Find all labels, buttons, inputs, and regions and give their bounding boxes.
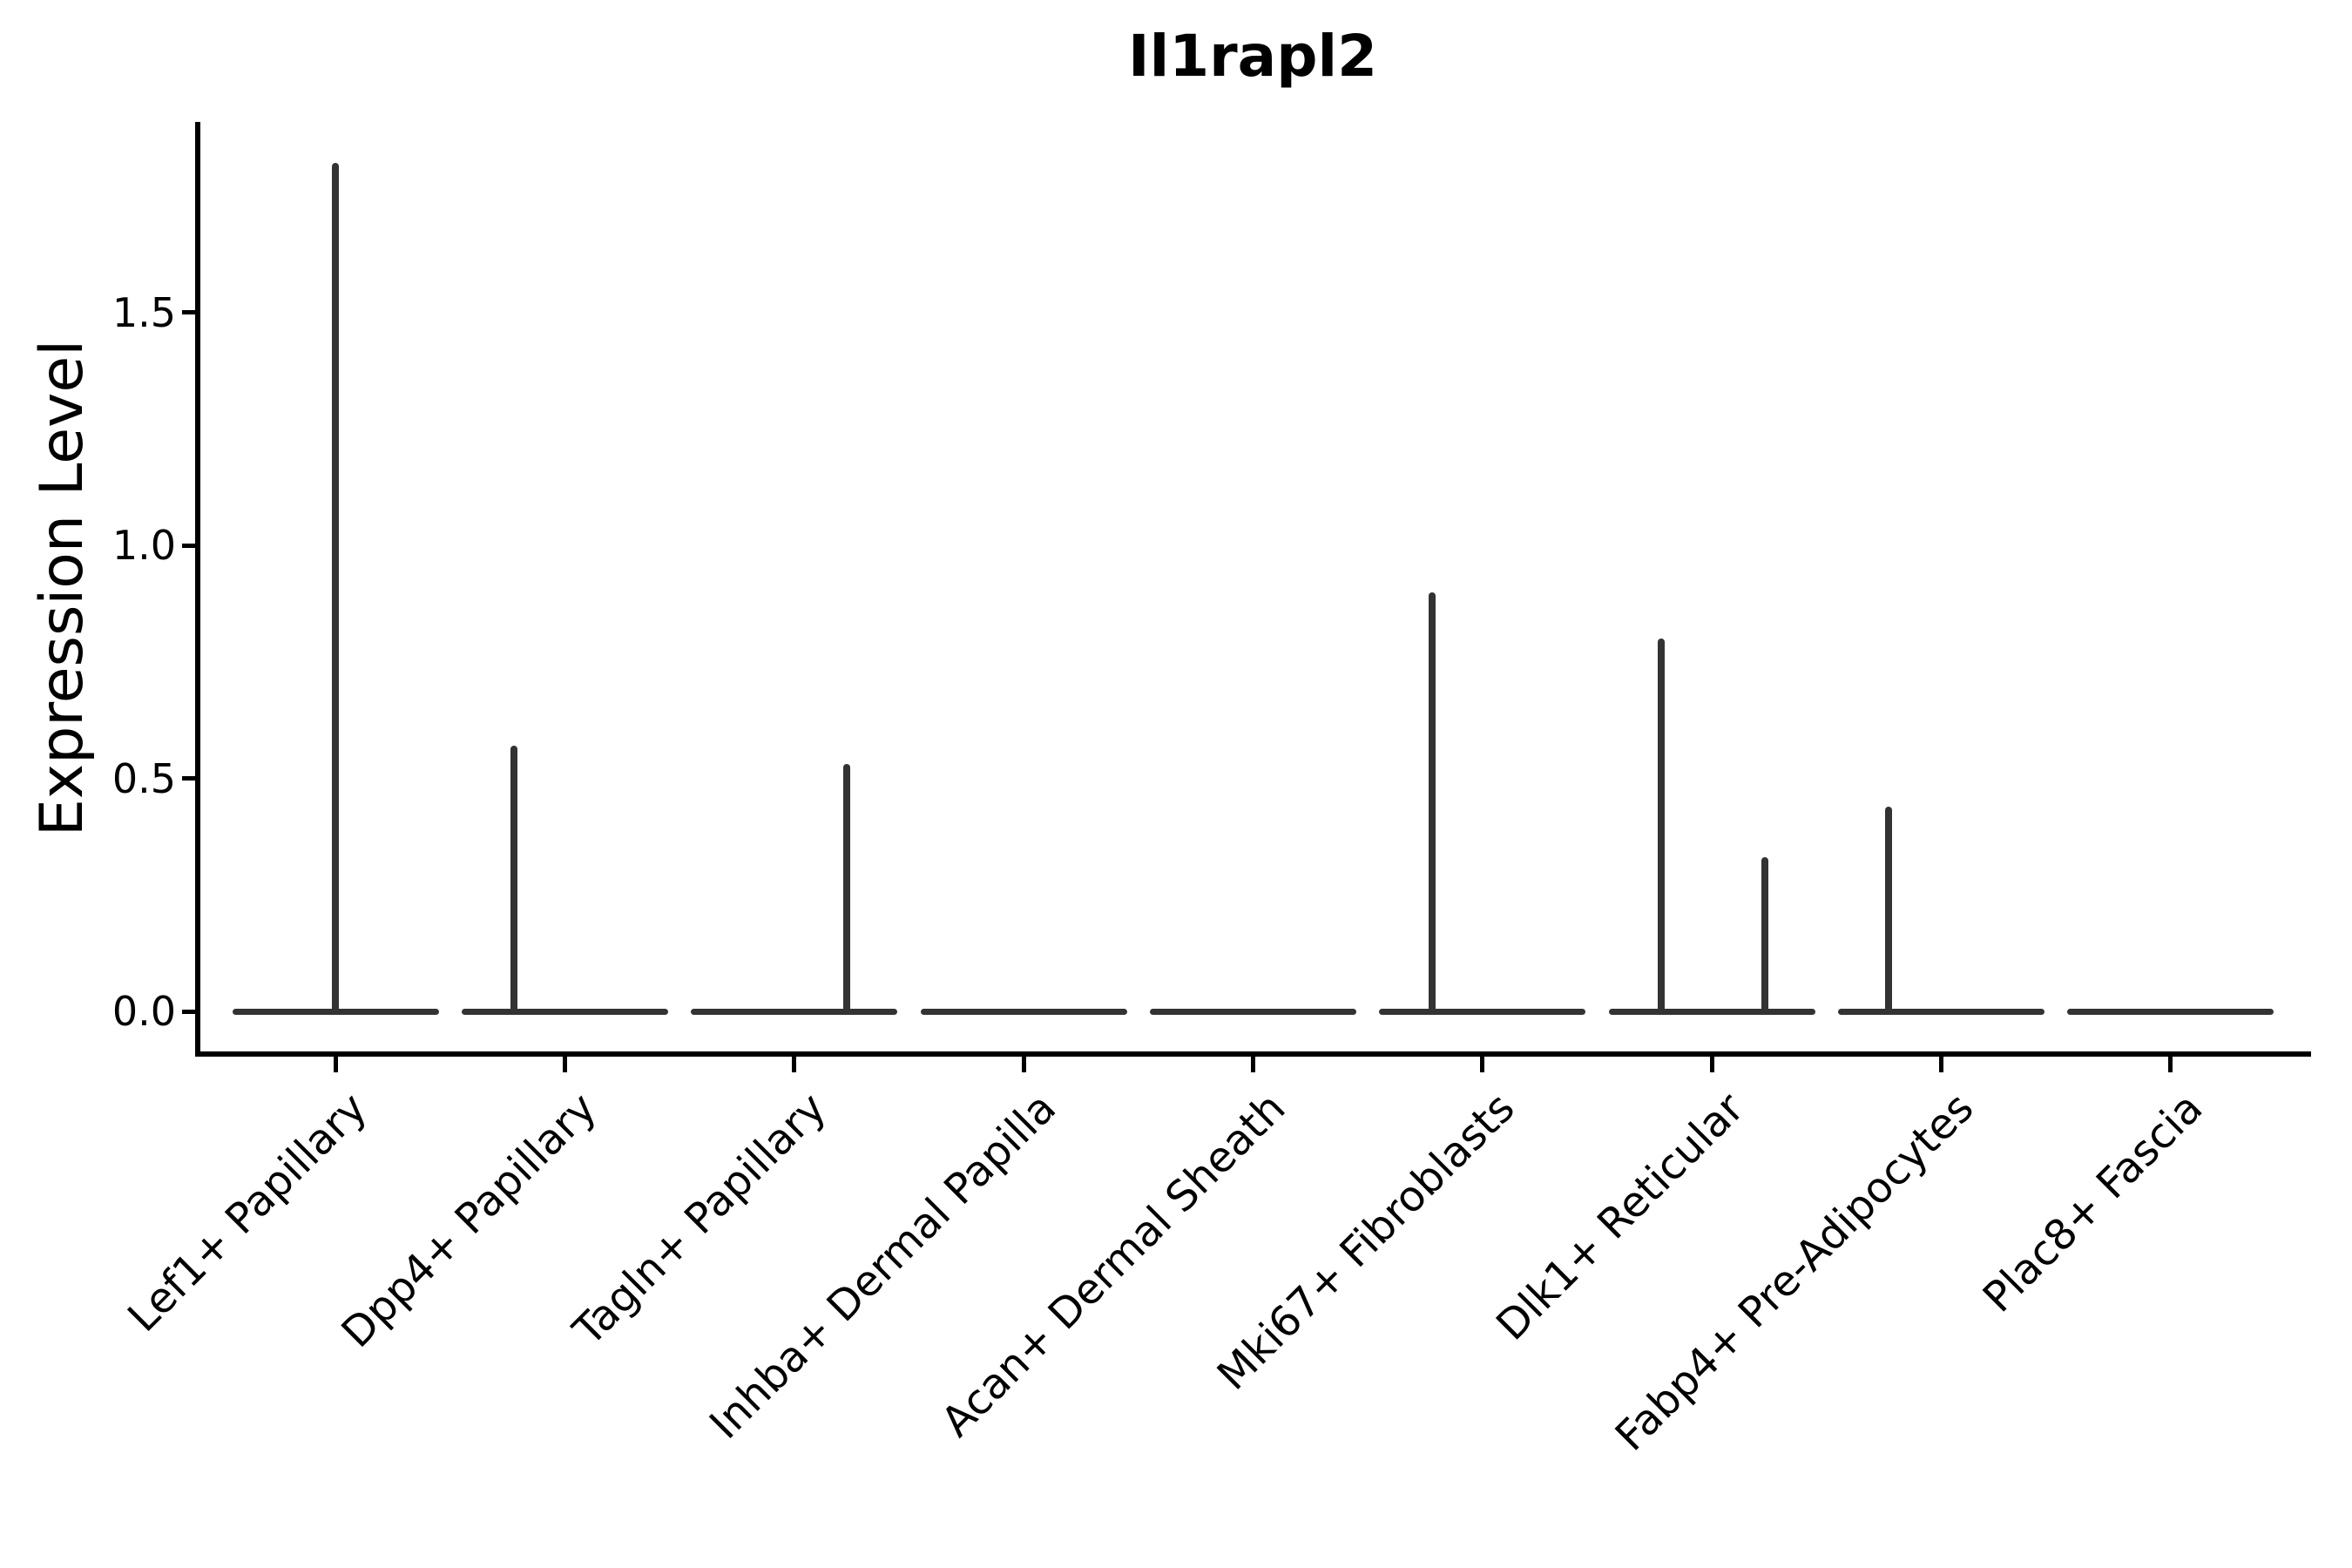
x-tick-mark [1939,1057,1944,1072]
violin-spike [510,746,518,1014]
violin-baseline [1608,1008,1815,1015]
x-tick-mark [562,1057,567,1072]
x-tick-label: Lef1+ Papillary [118,1083,377,1342]
violin-baseline [691,1008,898,1015]
violin-baseline [920,1008,1127,1015]
y-tick-mark [182,310,198,314]
x-tick-mark [792,1057,797,1072]
violin-spike [1658,639,1666,1014]
x-axis-line [195,1051,2311,1057]
y-tick-label: 0.0 [112,988,176,1035]
x-tick-label: Tagln+ Papillary [564,1083,836,1355]
y-axis-line [195,122,200,1057]
violin-spike [843,764,851,1014]
violin-baseline [461,1008,668,1015]
x-tick-label: Dpp4+ Papillary [332,1083,606,1357]
y-tick-label: 1.5 [112,288,176,336]
violin-spike [1885,806,1892,1014]
violin-spike [1428,591,1436,1014]
y-tick-label: 1.0 [112,522,176,569]
x-tick-label: Dlk1+ Reticular [1487,1083,1754,1350]
x-tick-mark [1480,1057,1485,1072]
violin-baseline [1149,1008,1356,1015]
chart-title: Il1rapl2 [1128,23,1377,90]
y-tick-mark [182,543,198,548]
x-tick-label: Plac8+ Fascia [1973,1083,2213,1322]
violin-spike [1761,857,1768,1014]
y-tick-label: 0.5 [112,754,176,802]
violin-baseline [2067,1008,2274,1015]
violin-spike [332,163,339,1014]
x-tick-mark [1021,1057,1026,1072]
y-tick-mark [182,776,198,781]
y-tick-mark [182,1009,198,1014]
violin-baseline [1379,1008,1586,1015]
violin-baseline [1838,1008,2045,1015]
x-tick-mark [2168,1057,2173,1072]
x-tick-mark [333,1057,338,1072]
x-tick-mark [1250,1057,1255,1072]
x-tick-mark [1709,1057,1714,1072]
